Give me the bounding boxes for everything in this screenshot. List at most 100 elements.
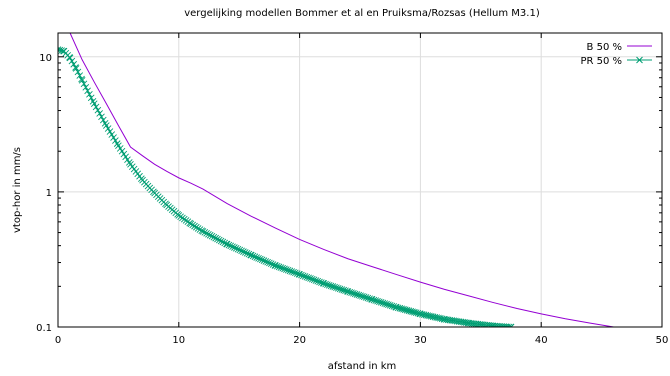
data-point [201, 229, 209, 236]
data-point [350, 289, 357, 297]
y-tick-label: 0.1 [36, 323, 52, 334]
x-axis-label: afstand in km [328, 361, 397, 372]
data-point [234, 245, 242, 253]
data-point [507, 323, 515, 327]
legend-marker-1 [636, 56, 643, 64]
data-point [338, 286, 346, 293]
data-point [217, 237, 225, 245]
x-tick-label: 0 [55, 335, 61, 346]
x-tick-label: 40 [535, 335, 548, 346]
data-point [203, 230, 210, 237]
legend-label-0: B 50 % [587, 42, 622, 53]
x-tick-label: 30 [414, 335, 427, 346]
data-point [284, 266, 292, 274]
data-point [236, 246, 244, 254]
x-axis: 0 10 20 30 40 50 [55, 33, 668, 346]
data-point [273, 262, 281, 270]
data-point [99, 116, 107, 124]
data-point [260, 257, 268, 264]
plot-frame [57, 32, 663, 328]
data-point [68, 57, 76, 65]
data-point [340, 286, 348, 294]
data-point [292, 269, 299, 277]
data-point [267, 260, 275, 268]
data-point [344, 288, 352, 295]
data-point [229, 243, 236, 251]
data-point [303, 273, 311, 281]
legend-label-1: PR 50 % [580, 56, 622, 67]
data-point [92, 103, 100, 111]
data-point [214, 235, 221, 243]
data-point [364, 294, 372, 302]
data-point [329, 283, 337, 290]
data-point [346, 288, 354, 296]
data-point [377, 299, 385, 306]
data-point [288, 268, 296, 275]
data-point [266, 259, 273, 267]
chart-title: vergelijking modellen Bommer et al en Pr… [184, 8, 540, 19]
data-point [299, 272, 307, 280]
x-tick-label: 20 [293, 335, 306, 346]
data-point [312, 277, 320, 284]
data-point [279, 264, 287, 272]
data-point [316, 278, 323, 286]
data-point [314, 277, 322, 285]
plot-area [58, 33, 619, 327]
data-point [257, 255, 264, 263]
data-point [212, 234, 219, 242]
data-point [227, 242, 235, 250]
data-point [87, 94, 95, 102]
data-point [307, 275, 314, 282]
data-point [189, 221, 197, 229]
data-point [215, 236, 223, 244]
data-point [110, 134, 117, 141]
data-point [232, 245, 240, 252]
data-point [296, 271, 303, 278]
data-point [74, 68, 82, 76]
data-point [262, 258, 270, 265]
data-point [243, 249, 251, 257]
data-point [199, 228, 207, 235]
data-point [253, 254, 261, 261]
data-point [390, 303, 398, 310]
data-point [58, 47, 65, 54]
data-point [336, 285, 344, 293]
data-point [238, 247, 245, 255]
data-point [240, 248, 247, 255]
y-axis-label: vtop-hor in mm/s [12, 147, 23, 233]
data-point [80, 80, 88, 88]
data-point [386, 301, 394, 309]
data-point [385, 301, 392, 309]
data-point [191, 222, 198, 230]
data-point [334, 284, 342, 292]
data-point [286, 267, 294, 275]
data-point [301, 273, 309, 280]
data-point [483, 321, 491, 327]
legend: B 50 % PR 50 % [580, 42, 652, 67]
data-point [348, 289, 355, 297]
series-group [58, 33, 619, 327]
data-point [372, 297, 380, 304]
data-point [281, 265, 288, 273]
data-point [324, 281, 331, 288]
data-point [381, 300, 389, 307]
x-tick-label: 10 [172, 335, 185, 346]
data-point [206, 231, 214, 239]
data-point [241, 249, 249, 256]
data-point [86, 90, 93, 98]
data-point [293, 270, 301, 277]
data-point [96, 110, 103, 117]
y-axis: 0.1 1 10 [36, 53, 662, 334]
data-point [368, 296, 376, 303]
data-point [72, 65, 80, 72]
data-point [90, 100, 98, 107]
data-point [94, 106, 102, 114]
data-point [327, 282, 335, 290]
data-point [379, 299, 387, 307]
data-point [322, 280, 329, 288]
data-point [374, 297, 381, 305]
data-point [357, 292, 364, 299]
data-point [112, 137, 119, 144]
data-point [360, 293, 368, 301]
